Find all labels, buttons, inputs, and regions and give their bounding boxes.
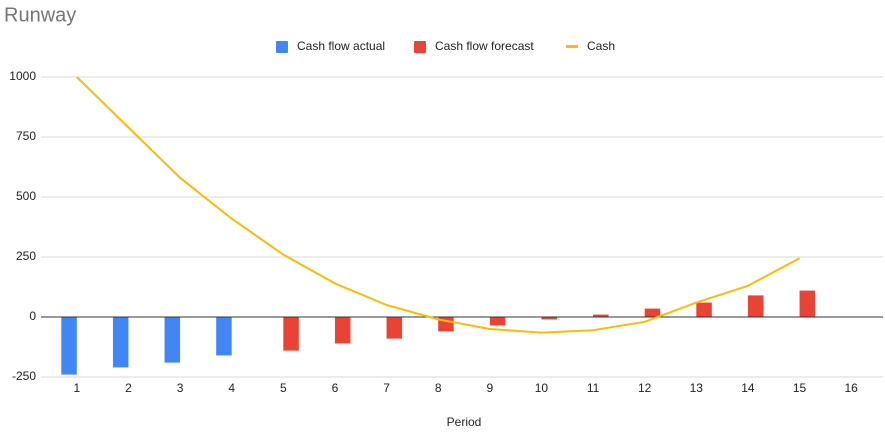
chart-title: Runway	[4, 4, 76, 26]
y-tick-label: 250	[16, 249, 36, 263]
x-tick-label: 16	[845, 381, 859, 395]
x-axis-title: Period	[447, 415, 482, 429]
legend-swatch	[276, 41, 288, 53]
bar	[386, 317, 403, 339]
bar	[489, 317, 506, 326]
y-tick-label: 500	[16, 189, 36, 203]
bar	[799, 290, 816, 317]
bar	[334, 317, 351, 344]
x-tick-label: 7	[383, 381, 390, 395]
x-tick-label: 2	[125, 381, 132, 395]
y-tick-label: 1000	[9, 69, 36, 83]
y-tick-label: -250	[12, 369, 36, 383]
y-tick-label: 0	[29, 309, 36, 323]
legend-label: Cash	[587, 39, 615, 53]
bar	[644, 308, 661, 317]
x-tick-label: 14	[741, 381, 755, 395]
x-tick-label: 3	[177, 381, 184, 395]
x-tick-label: 10	[535, 381, 549, 395]
bar	[541, 317, 557, 320]
x-tick-label: 4	[228, 381, 235, 395]
bar	[112, 317, 129, 368]
x-tick-label: 6	[332, 381, 339, 395]
x-tick-label: 12	[638, 381, 652, 395]
bar	[216, 317, 232, 356]
x-tick-label: 9	[486, 381, 493, 395]
bar	[696, 302, 712, 317]
x-tick-label: 15	[793, 381, 807, 395]
x-tick-label: 11	[587, 381, 600, 395]
bar	[283, 317, 299, 351]
y-tick-label: 750	[16, 129, 36, 143]
bar	[164, 317, 181, 363]
legend-swatch	[566, 45, 578, 48]
legend-swatch	[414, 41, 426, 53]
legend-label: Cash flow forecast	[435, 39, 534, 53]
bar	[61, 317, 77, 375]
x-tick-label: 5	[280, 381, 287, 395]
x-tick-label: 1	[73, 381, 80, 395]
legend-label: Cash flow actual	[297, 39, 385, 53]
x-tick-label: 8	[435, 381, 442, 395]
bar	[593, 314, 609, 317]
bar	[747, 295, 764, 317]
x-tick-label: 13	[690, 381, 704, 395]
line	[76, 76, 801, 334]
